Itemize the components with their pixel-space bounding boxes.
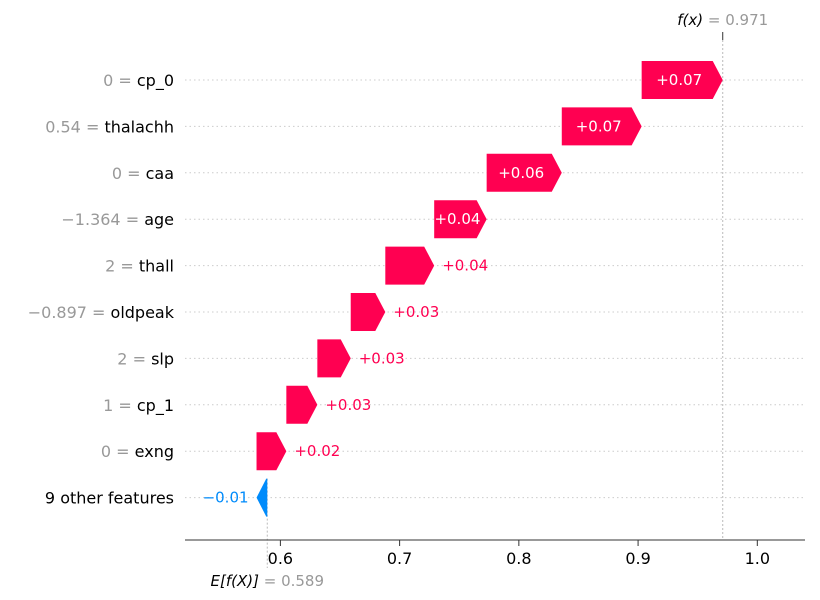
annotations: f(x) = 0.971 E[f(X)] = 0.589 — [211, 11, 769, 590]
feature-name: cp_0 — [137, 71, 174, 91]
feature-name: slp — [151, 349, 174, 368]
feature-label: 9 other features — [45, 489, 174, 508]
guide-lines — [266, 32, 724, 568]
feature-name: exng — [135, 442, 174, 461]
x-tick-label: 0.8 — [506, 549, 531, 568]
fx-name: f(x) — [677, 11, 703, 29]
bar-caa — [486, 153, 562, 192]
contrib-label: +0.04 — [442, 257, 488, 275]
feature-value: 0 = — [112, 164, 141, 183]
contrib-label: +0.03 — [359, 349, 405, 367]
fx-value: = 0.971 — [708, 11, 768, 29]
contrib-label: +0.03 — [393, 303, 439, 321]
feature-name: oldpeak — [111, 303, 175, 322]
feature-value: 0.54 = — [45, 117, 99, 136]
feature-label: −0.897 = oldpeak — [28, 303, 175, 322]
feature-label: 0 = exng — [101, 442, 174, 461]
x-tick-label: 0.7 — [387, 549, 412, 568]
feature-label: 2 = thall — [105, 257, 174, 276]
feature-name: age — [144, 210, 174, 229]
bar-age — [434, 200, 487, 239]
bar-oldpeak — [350, 293, 386, 331]
contrib-label: +0.06 — [498, 164, 544, 182]
x-tick-label: 0.9 — [625, 549, 650, 568]
bars: +0.07 +0.07 +0.06 +0.04 +0.04 +0.03 +0.03 +0.03… — [203, 61, 723, 517]
feature-label: −1.364 = age — [61, 210, 174, 229]
bar-cp_1 — [286, 385, 318, 424]
contrib-label: +0.02 — [294, 442, 340, 460]
feature-label: 0.54 = thalachh — [45, 117, 174, 136]
row-gridlines — [185, 79, 805, 499]
base-value: = 0.589 — [264, 572, 324, 590]
feature-labels: 0 = cp_0 0.54 = thalachh 0 = caa −1.364 = a… — [28, 71, 175, 508]
bar-cp_0 — [641, 61, 723, 99]
feature-name: thalachh — [104, 117, 174, 136]
fx-label: f(x) = 0.971 — [677, 11, 768, 29]
feature-value: −0.897 = — [28, 303, 106, 322]
bar-thalachh — [561, 107, 642, 146]
feature-value: −1.364 = — [61, 210, 139, 229]
feature-value: 2 = — [105, 257, 134, 276]
feature-name: cp_1 — [137, 396, 174, 416]
contrib-label: −0.01 — [203, 489, 249, 507]
feature-label: 2 = slp — [117, 349, 174, 368]
x-axis: 0.6 0.7 0.8 0.9 1.0 — [185, 539, 805, 568]
feature-name: caa — [146, 164, 174, 183]
bar-thall — [385, 246, 435, 285]
base-label: E[f(X)] = 0.589 — [211, 572, 325, 590]
bar-slp — [317, 339, 351, 378]
bar-9-other-features — [256, 478, 268, 517]
x-tick-label: 0.6 — [268, 549, 293, 568]
contrib-label: +0.04 — [434, 210, 480, 228]
feature-value: 0 = — [101, 442, 130, 461]
feature-name: thall — [139, 257, 174, 276]
feature-value: 0 = — [103, 71, 132, 90]
contrib-label: +0.03 — [325, 396, 371, 414]
bar-exng — [256, 432, 287, 471]
base-name: E[f(X)] — [211, 572, 260, 590]
feature-label: 0 = caa — [112, 164, 174, 183]
contrib-label: +0.07 — [656, 71, 702, 89]
contrib-label: +0.07 — [576, 117, 622, 135]
feature-value: 1 = — [103, 396, 132, 415]
feature-label: 1 = cp_1 — [103, 396, 174, 416]
feature-name: 9 other features — [45, 489, 174, 508]
feature-label: 0 = cp_0 — [103, 71, 174, 91]
x-tick-label: 1.0 — [745, 549, 770, 568]
feature-value: 2 = — [117, 349, 146, 368]
